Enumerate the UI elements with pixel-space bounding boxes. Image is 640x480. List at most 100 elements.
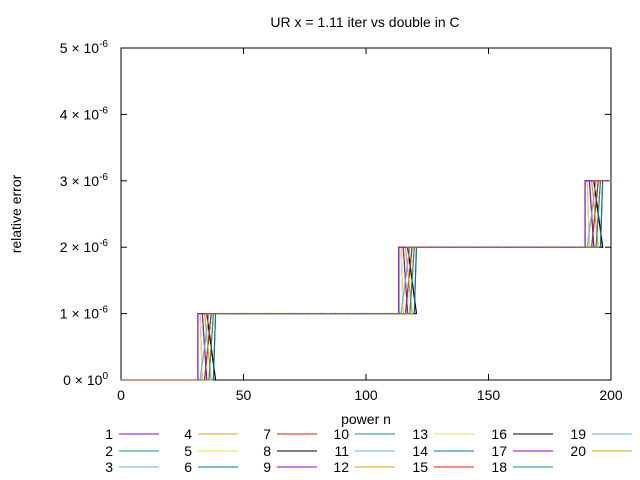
data-point <box>580 246 583 248</box>
legend-item: 20 <box>570 443 632 459</box>
data-point <box>480 246 482 248</box>
data-point <box>406 246 409 248</box>
data-point <box>595 180 597 182</box>
y-tick-label: 5 × 10-6 <box>60 39 109 56</box>
data-point <box>286 312 289 315</box>
data-point <box>125 379 127 381</box>
data-point <box>220 312 223 315</box>
data-point <box>473 246 475 248</box>
data-point <box>382 312 384 315</box>
x-tick-label: 50 <box>236 387 252 403</box>
data-point <box>215 312 218 315</box>
data-point <box>147 379 149 381</box>
data-point <box>122 379 125 381</box>
legend-item: 10 <box>333 426 395 442</box>
data-point <box>176 379 179 381</box>
legend-item: 17 <box>491 443 553 459</box>
data-point <box>291 312 294 315</box>
data-point <box>549 246 551 248</box>
data-point <box>446 246 448 248</box>
series-line-15 <box>121 180 611 381</box>
x-tick-labels: 0 50 100 150 200 <box>117 387 623 403</box>
data-point <box>223 312 225 315</box>
legend-item: 5 <box>184 443 238 459</box>
data-point <box>394 312 397 315</box>
data-point <box>411 246 414 248</box>
legend-item: 14 <box>412 443 474 459</box>
data-point <box>392 312 394 315</box>
data-point <box>353 312 355 315</box>
data-point <box>357 312 360 315</box>
data-point <box>338 312 340 315</box>
data-point <box>539 246 541 248</box>
legend-item: 15 <box>412 459 474 475</box>
data-point <box>164 379 166 381</box>
data-point <box>468 246 470 248</box>
data-point <box>372 312 375 315</box>
data-point <box>198 379 201 381</box>
data-point <box>556 246 558 248</box>
y-tick-labels: 0 × 100 1 × 10-6 2 × 10-6 3 × 10-6 4 × 10-6 5… <box>60 39 109 388</box>
legend-label: 5 <box>184 443 192 459</box>
data-point <box>157 379 159 381</box>
data-point <box>443 246 446 248</box>
data-point <box>568 246 571 248</box>
data-point <box>416 246 419 248</box>
data-point <box>367 312 370 315</box>
data-point <box>289 312 291 315</box>
data-point <box>299 312 301 315</box>
data-point <box>313 312 316 315</box>
data-point <box>541 246 544 248</box>
y-tick-label: 3 × 10-6 <box>60 172 109 189</box>
data-point <box>269 312 272 315</box>
data-point <box>206 312 208 315</box>
legend-label: 14 <box>412 443 428 459</box>
legend-label: 16 <box>491 426 507 442</box>
data-point <box>201 379 203 381</box>
data-point <box>326 312 328 315</box>
data-point <box>421 246 424 248</box>
data-point <box>409 246 411 248</box>
series-points <box>120 180 612 381</box>
data-point <box>465 246 468 248</box>
data-point <box>380 312 382 315</box>
data-point <box>284 312 286 315</box>
data-point <box>130 379 132 381</box>
legend-label: 8 <box>263 443 271 459</box>
data-point <box>402 312 404 315</box>
series-line-2 <box>121 180 611 381</box>
series-line-5 <box>121 180 611 381</box>
legend-label: 4 <box>184 426 192 442</box>
data-point <box>331 312 333 315</box>
data-point <box>230 312 232 315</box>
legend-item: 19 <box>570 426 632 442</box>
data-point <box>154 379 156 381</box>
data-point <box>514 246 517 248</box>
data-point <box>274 312 277 315</box>
data-point <box>500 246 502 248</box>
data-point <box>497 246 499 248</box>
data-point <box>149 379 152 381</box>
data-point <box>460 246 463 248</box>
data-point <box>566 246 568 248</box>
data-point <box>438 246 441 248</box>
data-point <box>436 246 438 248</box>
data-point <box>593 246 595 248</box>
data-point <box>502 246 504 248</box>
y-tick-label: 0 × 100 <box>63 371 108 388</box>
data-point <box>340 312 343 315</box>
legend-label: 13 <box>412 426 428 442</box>
data-point <box>267 312 269 315</box>
data-point <box>191 379 193 381</box>
data-point <box>512 246 514 248</box>
data-point <box>137 379 139 381</box>
series-line-17 <box>121 180 611 381</box>
data-point <box>384 312 387 315</box>
data-point <box>441 246 443 248</box>
data-point <box>235 312 237 315</box>
data-point <box>492 246 495 248</box>
data-point <box>362 312 365 315</box>
data-point <box>534 246 536 248</box>
legend-item: 7 <box>263 426 317 442</box>
